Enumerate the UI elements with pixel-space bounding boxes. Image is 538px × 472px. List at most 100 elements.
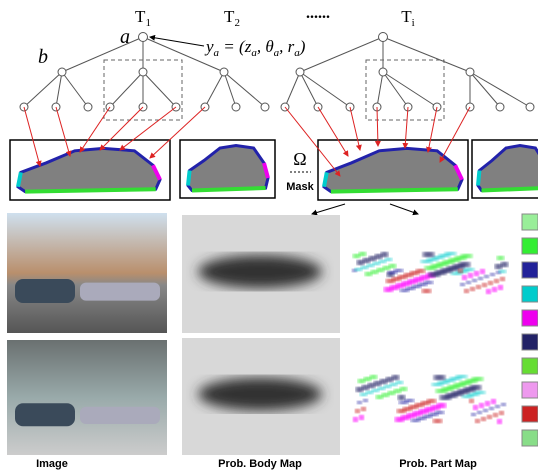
part-blob [378, 387, 385, 390]
car-bottom [25, 189, 156, 191]
car-front [188, 171, 190, 186]
body-blob [198, 255, 322, 288]
part-blob [472, 279, 477, 282]
tree-label: T1 [135, 7, 151, 29]
formula: ya = (za, θa, ra) [204, 37, 306, 59]
part-blob [422, 289, 431, 293]
part-blob [411, 419, 420, 422]
car-bottom [331, 189, 458, 191]
part-blob [483, 409, 488, 412]
part-blob [486, 289, 491, 294]
photo-car [80, 407, 160, 424]
part-blob [432, 383, 443, 386]
node-label: b [38, 46, 48, 68]
part-blob [499, 411, 504, 415]
edge [470, 72, 530, 107]
formula-part: y [204, 37, 214, 56]
part-blob [501, 262, 508, 267]
part-blob [377, 268, 384, 272]
part-blob [363, 258, 370, 263]
part-blob [429, 272, 440, 277]
part-blob [490, 273, 495, 276]
part-blob [493, 413, 498, 417]
part-blob [464, 289, 469, 293]
part-blob [485, 401, 490, 406]
part-blob [473, 405, 478, 410]
part-blob [366, 391, 373, 394]
part-blob [470, 287, 475, 291]
part-swatch [522, 406, 538, 422]
part-blob [396, 381, 403, 384]
caption: Prob. Body Map [218, 458, 302, 470]
part-blob [434, 375, 445, 380]
part-blob [477, 411, 482, 414]
part-blob [357, 401, 362, 404]
part-blob [361, 266, 368, 269]
mask-symbol: Ω [293, 149, 306, 169]
part-blob [372, 389, 379, 392]
part-swatch [522, 334, 538, 350]
part-blob [380, 379, 387, 384]
edge [110, 72, 143, 107]
edge [285, 72, 300, 107]
part-blob [466, 281, 471, 284]
part-blob [370, 375, 377, 379]
part-blob [398, 395, 405, 400]
part-blob [357, 260, 364, 265]
edge [24, 72, 62, 107]
edge [377, 72, 383, 107]
node [139, 33, 148, 42]
split-arrow [312, 204, 345, 214]
car-front [18, 172, 21, 186]
part-blob [364, 377, 371, 381]
node [466, 68, 474, 76]
part-blob [373, 262, 380, 265]
part-blob [487, 415, 492, 419]
car-bottom [192, 188, 266, 191]
part-blob [355, 268, 362, 271]
caption: Prob. Part Map [399, 458, 477, 470]
part-blob [363, 399, 368, 402]
part-swatch [522, 238, 538, 254]
tree-label: Ti [401, 7, 414, 29]
part-blob [494, 279, 499, 283]
part-blob [471, 413, 476, 416]
part-swatch [522, 382, 538, 398]
formula-part: θ [265, 37, 273, 56]
node [261, 103, 269, 111]
part-blob [480, 269, 485, 274]
part-blob [489, 407, 494, 410]
node [232, 103, 240, 111]
part-blob [497, 256, 504, 260]
part-swatch [522, 286, 538, 302]
tree-label: T2 [224, 7, 240, 29]
part-blob [397, 409, 406, 413]
edge [300, 72, 318, 107]
edge [300, 37, 383, 72]
part-blob [400, 289, 409, 292]
edge [383, 37, 470, 72]
mask-label: Mask [286, 181, 314, 193]
part-blob [386, 279, 395, 283]
part-blob [362, 385, 369, 390]
part-blob [423, 252, 434, 257]
part-blob [371, 270, 378, 274]
node [84, 103, 92, 111]
part-blob [392, 375, 399, 380]
split-arrow [390, 204, 418, 214]
part-blob [355, 409, 360, 413]
part-blob [375, 254, 382, 259]
photo-car [15, 403, 75, 426]
photo-car [80, 283, 160, 301]
part-blob [488, 281, 493, 285]
part-blob [462, 395, 473, 398]
layout [7, 33, 538, 456]
part-blob [475, 419, 480, 423]
part-blob [500, 277, 505, 281]
formula-part: , [257, 37, 266, 56]
photo [7, 213, 167, 333]
part-blob [400, 387, 407, 391]
edge [383, 72, 408, 107]
node [296, 68, 304, 76]
part-blob [353, 254, 360, 258]
